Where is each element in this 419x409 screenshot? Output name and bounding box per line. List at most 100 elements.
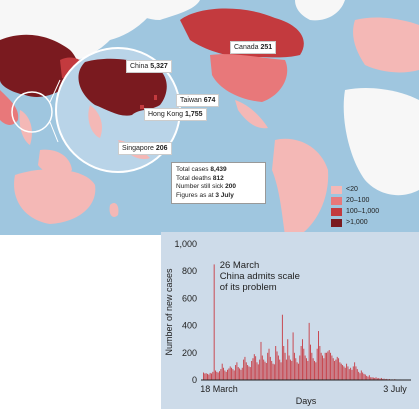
bar [342,365,344,380]
y-axis-title: Number of new cases [164,268,174,356]
bar [232,369,234,380]
bar [243,359,245,380]
bar [316,348,318,380]
bar [216,371,218,380]
bar [362,372,364,380]
bar [284,352,286,380]
bar [213,264,215,380]
bar [346,363,348,380]
bar [291,360,293,380]
bar [223,367,224,380]
summary-box: Total cases 8,439 Total deaths 812 Numbe… [171,162,266,204]
map-legend: <20 20–100 100–1,000 >1,000 [331,184,379,228]
bar [328,350,330,380]
bar [379,378,381,380]
bar [296,362,298,380]
bar [241,367,243,380]
bar [215,370,216,380]
bar [252,358,254,380]
arctic-land [120,0,200,20]
summary-row: Number still sick 200 [176,183,236,190]
bar [257,364,259,380]
bar [267,352,269,380]
bar [315,362,317,380]
greenland [295,0,345,21]
bar [374,377,376,380]
y-tick-label: 1,000 [174,239,197,249]
connector-line [49,121,59,143]
bar [205,373,207,380]
bar [351,369,353,380]
bar [235,365,237,380]
legend-item: <20 [331,184,379,195]
summary-row: Total cases 8,439 [176,166,227,173]
bar [220,369,222,380]
bar [293,352,295,380]
summary-row: Total deaths 812 [176,174,224,182]
annotation-line: China admits scale [220,271,300,282]
x-tick-label: 3 July [383,384,407,394]
bar [292,332,294,380]
bar [352,366,354,380]
bar [308,322,310,380]
new-zealand-region [109,203,119,217]
bar [306,358,307,380]
bar [314,360,315,380]
bar [245,362,247,380]
bar [272,363,274,380]
bar [360,370,362,380]
bar [307,360,309,380]
bar [289,359,291,380]
y-tick-label: 0 [192,375,197,385]
bar [212,371,214,380]
bar [281,314,283,380]
bar [335,359,337,380]
bar [320,352,322,380]
bar [259,359,261,380]
bar [340,363,342,380]
bar [219,371,220,380]
bar [332,358,334,380]
y-tick-label: 800 [182,266,197,276]
bar [271,360,273,380]
bars-group [203,264,409,380]
bar [370,377,372,380]
indonesia-region [38,149,72,176]
bar [269,356,271,380]
bar [367,376,369,380]
bar [326,352,327,380]
bar [323,358,325,380]
legend-swatch [331,207,342,216]
bar [295,358,297,380]
bar [283,346,285,380]
bar [255,356,257,380]
bar [339,362,341,380]
bar [338,358,340,380]
bar [256,362,258,380]
bar [211,373,212,380]
bar [251,360,253,380]
bar [279,359,281,380]
bar [327,351,329,380]
hong-kong-zoom [140,105,144,109]
bar [336,356,338,380]
bar [347,366,349,380]
bar [364,374,366,380]
annotation-line: of its problem [220,282,277,293]
bar [376,378,378,380]
bar [355,366,357,380]
bar [322,355,323,380]
bar [236,362,238,380]
world-map [0,0,419,235]
bar [225,371,227,380]
bar [297,363,299,380]
taiwan-zoom [154,95,157,100]
indochina-zoom [88,105,102,138]
bar [378,378,380,380]
bar [248,366,250,380]
bar [363,373,365,380]
bar [311,352,313,380]
bar [375,377,377,380]
bar [240,369,242,380]
source-circle [11,91,53,133]
